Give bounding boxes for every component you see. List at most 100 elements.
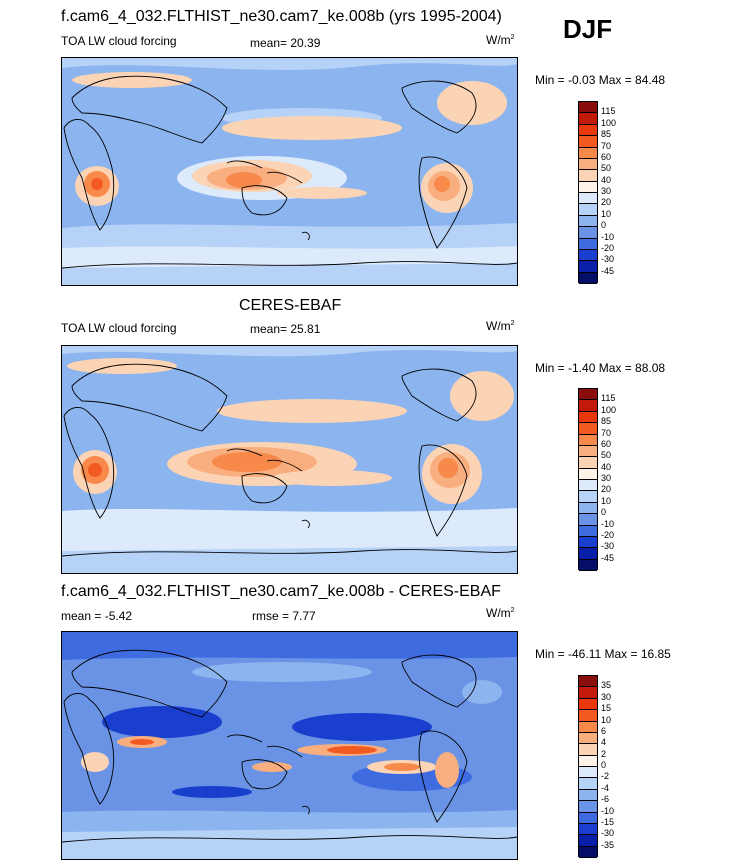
panel-2-colorbar-cell (579, 559, 597, 571)
panel-3-colorbar-tick-label: 6 (601, 725, 607, 736)
panel-1-colorbar-tick-label: 10 (601, 208, 612, 219)
panel-3-colorbar-box (578, 675, 598, 858)
panel-3-colorbar-cell (579, 687, 597, 699)
panel-2-variable-label: TOA LW cloud forcing (61, 321, 177, 335)
panel-2-colorbar-tick-label: 100 (601, 404, 617, 415)
panel-2-units: W/m2 (486, 319, 515, 333)
panel-2-colorbar-cell (579, 491, 597, 503)
panel-1-colorbar-cell (579, 124, 597, 137)
panel-2-colorbar-tick-label: 40 (601, 461, 612, 472)
panel-2-colorbar-tick-label: 50 (601, 450, 612, 461)
panel-3-colorbar-tick-label: -2 (601, 771, 610, 782)
panel-3-colorbar-cell (579, 823, 597, 836)
panel-1-colorbar-cell (579, 136, 597, 148)
panel-1-colorbar-tick-label: 60 (601, 151, 612, 162)
panel-2-colorbar-tick-label: 85 (601, 416, 612, 427)
panel-1-colorbar-tick-label: 20 (601, 197, 612, 208)
panel-3-title: f.cam6_4_032.FLTHIST_ne30.cam7_ke.008b -… (61, 583, 501, 600)
panel-2-colorbar-tick-label: -30 (601, 541, 615, 552)
panel-3-colorbar-cell (579, 698, 597, 711)
panel-1-colorbar-cell (579, 158, 597, 171)
panel-3-colorbar-cell (579, 755, 597, 767)
panel-3-colorbar-cell (579, 744, 597, 756)
panel-3-colorbar-tick-label: -4 (601, 782, 610, 793)
panel-3-colorbar-tick-label: 15 (601, 703, 612, 714)
panel-3-colorbar-tick-label: -10 (601, 805, 615, 816)
season-label: DJF (563, 14, 613, 44)
panel-1-colorbar: 115 100 85 70 60 50 40 30 20 10 0 -10 -20 -30 -45 (578, 101, 616, 284)
panel-3-colorbar-cell (579, 767, 597, 779)
panel-1-colorbar-cell (579, 193, 597, 205)
panel-2-colorbar-tick-label: 30 (601, 473, 612, 483)
panel-2-colorbar-box (578, 388, 598, 571)
panel-1-colorbar-tick-label: 30 (601, 186, 612, 196)
panel-3-rmse-label: rmse = 7.77 (252, 609, 316, 623)
panel-3-colorbar-cell (579, 789, 597, 802)
panel-1-colorbar-cell (579, 113, 597, 125)
panel-3-units: W/m2 (486, 606, 515, 620)
panel-1-colorbar-cell (579, 181, 597, 193)
panel-3-colorbar-cell (579, 710, 597, 722)
panel-3-colorbar-tick-label: -15 (601, 816, 615, 827)
panel-1-colorbar-cell (579, 204, 597, 216)
panel-2-colorbar-tick-label: -10 (601, 518, 615, 529)
panel-3-map-field (62, 632, 517, 859)
panel-3-colorbar-cell (579, 732, 597, 745)
panel-2-colorbar-tick-label: 60 (601, 438, 612, 449)
panel-1-colorbar-cell (579, 227, 597, 239)
panel-3-colorbar-cell (579, 835, 597, 847)
panel-3-colorbar-tick-label: -30 (601, 828, 615, 839)
panel-1-colorbar-cell (579, 238, 597, 250)
panel-2-colorbar-cell (579, 536, 597, 549)
panel-3-colorbar-cell (579, 676, 597, 688)
panel-2-colorbar-cell (579, 445, 597, 458)
panel-3-colorbar-tick-label: 30 (601, 691, 612, 702)
panel-1-colorbar-tick-label: -20 (601, 242, 615, 253)
panel-2-colorbar-tick-label: -20 (601, 529, 615, 540)
panel-2-colorbar-cell (579, 514, 597, 526)
panel-2-colorbar-cell (579, 502, 597, 515)
panel-1-colorbar-cell (579, 170, 597, 182)
panel-2-colorbar-tick-label: 20 (601, 484, 612, 495)
panel-3-map (61, 631, 518, 860)
panel-3-colorbar-tick-label: 2 (601, 748, 607, 759)
panel-3-colorbar: 35 30 15 10 6 4 2 0 -2 -4 -6 -10 -15 -30 -35 (578, 675, 614, 858)
panel-2-colorbar-tick-label: 70 (601, 427, 612, 438)
panel-2-colorbar-tick-label: 115 (601, 393, 616, 404)
panel-1-minmax: Min = -0.03 Max = 84.48 (535, 73, 666, 87)
panel-2-mean-label: mean= 25.81 (250, 322, 321, 336)
panel-2-colorbar-tick-label: 0 (601, 507, 607, 518)
panel-3-colorbar-cell (579, 812, 597, 824)
panel-2-colorbar-cell (579, 423, 597, 435)
panel-2-colorbar-tick-label: 10 (601, 495, 612, 506)
panel-3-colorbar-tick-label: 0 (601, 760, 607, 770)
panel-3-colorbar-cell (579, 801, 597, 813)
panel-1-colorbar-cell (579, 147, 597, 159)
panel-1-colorbar-tick-label: 40 (601, 174, 612, 185)
panel-3-mean-label: mean = -5.42 (61, 609, 133, 623)
panel-1-map-field (62, 58, 517, 285)
panel-2-colorbar-cell (579, 548, 597, 560)
panel-2-colorbar-cell (579, 480, 597, 492)
panel-1-colorbar-cell (579, 249, 597, 262)
panel-1-colorbar-box (578, 101, 598, 284)
panel-2-colorbar: 115 100 85 70 60 50 40 30 20 10 0 -10 -20 -30 -45 (578, 388, 616, 571)
panel-2-colorbar-cell (579, 468, 597, 480)
panel-1-colorbar-tick-label: 70 (601, 140, 612, 151)
panel-3-colorbar-tick-label: 35 (601, 680, 612, 691)
panel-1-mean-label: mean= 20.39 (250, 36, 321, 50)
panel-2-colorbar-cell (579, 525, 597, 537)
panel-1-colorbar-tick-label: 85 (601, 129, 612, 140)
panel-3-colorbar-tick-label: 10 (601, 714, 612, 725)
panel-3-colorbar-cell (579, 721, 597, 733)
panel-1-map (61, 57, 518, 286)
panel-1-colorbar-cell (579, 261, 597, 273)
panel-2-colorbar-cell (579, 457, 597, 469)
panel-3-colorbar-tick-label: -35 (601, 839, 615, 850)
panel-1-colorbar-cell (579, 215, 597, 228)
panel-1-variable-label: TOA LW cloud forcing (61, 34, 177, 48)
panel-1-units: W/m2 (486, 33, 515, 47)
panel-1-colorbar-cell (579, 272, 597, 284)
panel-2-colorbar-cell (579, 434, 597, 446)
panel-2-colorbar-tick-label: -45 (601, 552, 615, 563)
